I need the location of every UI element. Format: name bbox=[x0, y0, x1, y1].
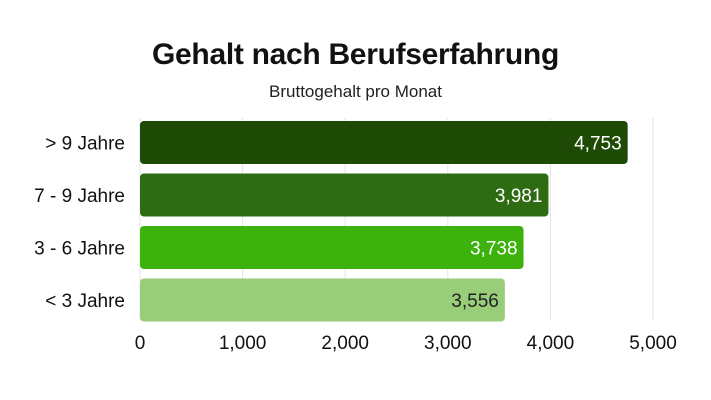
bar-0 bbox=[140, 121, 628, 164]
category-label: < 3 Jahre bbox=[45, 291, 125, 312]
x-tick-label: 3,000 bbox=[424, 333, 472, 354]
chart-title: Gehalt nach Berufserfahrung bbox=[152, 38, 559, 71]
x-tick-label: 1,000 bbox=[219, 333, 267, 354]
category-labels: > 9 Jahre 7 - 9 Jahre 3 - 6 Jahre < 3 Jahre bbox=[34, 134, 125, 313]
bar-value-label: 3,556 bbox=[451, 291, 499, 312]
category-label: > 9 Jahre bbox=[45, 134, 125, 155]
bars: 4,753 3,981 3,738 3,556 bbox=[140, 121, 628, 322]
bar-3 bbox=[140, 278, 505, 322]
bar-value-label: 3,738 bbox=[470, 239, 518, 260]
x-axis-tick-labels: 0 1,000 2,000 3,000 4,000 5,000 bbox=[135, 333, 677, 354]
bar-value-label: 3,981 bbox=[495, 186, 543, 207]
bar-1 bbox=[140, 173, 549, 217]
x-tick-label: 2,000 bbox=[321, 333, 369, 354]
x-tick-label: 0 bbox=[135, 333, 146, 354]
bar-value-label: 4,753 bbox=[574, 134, 622, 155]
x-tick-label: 4,000 bbox=[527, 333, 575, 354]
category-label: 7 - 9 Jahre bbox=[34, 186, 125, 207]
category-label: 3 - 6 Jahre bbox=[34, 239, 125, 260]
bar-2 bbox=[140, 226, 524, 269]
chart-subtitle: Bruttogehalt pro Monat bbox=[269, 82, 442, 101]
x-tick-label: 5,000 bbox=[629, 333, 677, 354]
